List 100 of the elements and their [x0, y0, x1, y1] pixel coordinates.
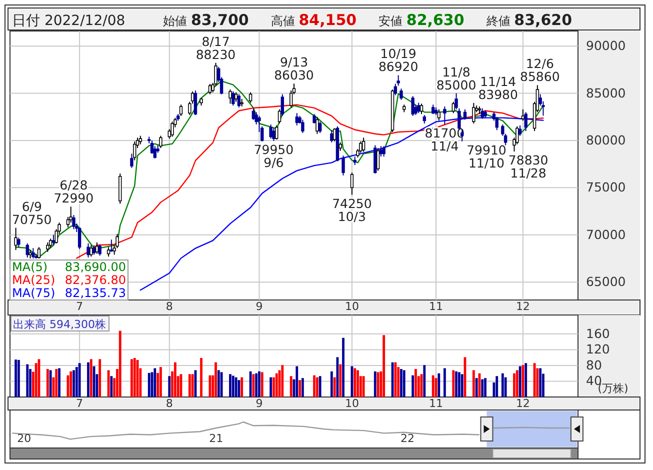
bar	[14, 360, 17, 397]
bar	[34, 363, 38, 397]
series-label: MA(75) 82,135.73	[12, 286, 126, 300]
candlestick	[280, 94, 284, 116]
bar	[90, 359, 92, 397]
x-tick-label: 11	[429, 300, 443, 313]
candlestick	[106, 246, 110, 258]
bar	[118, 330, 122, 397]
bar	[400, 369, 402, 397]
bar	[110, 376, 113, 397]
bar	[443, 368, 446, 397]
candlestick	[188, 101, 192, 116]
candlestick	[432, 104, 435, 115]
bar	[496, 376, 498, 397]
candlestick	[150, 140, 154, 154]
candlestick	[90, 244, 93, 258]
y-tick-label: 75000	[586, 180, 626, 195]
bar	[475, 378, 478, 397]
candlestick	[272, 128, 276, 142]
annotation: 6/9 70750	[12, 198, 52, 227]
candlestick	[359, 140, 362, 154]
bar	[522, 365, 524, 397]
candlestick	[86, 242, 90, 258]
bar	[272, 377, 275, 397]
series-label: MA(25) 82,376.80	[12, 273, 126, 287]
bar	[414, 369, 417, 397]
candlestick	[133, 140, 136, 161]
bar	[402, 370, 406, 397]
candlestick	[52, 234, 56, 246]
x-tick-label: 9	[256, 300, 263, 313]
candlestick	[46, 242, 50, 252]
bar	[313, 375, 316, 397]
bar	[46, 369, 49, 397]
bar	[316, 377, 318, 397]
text: 終値 83,620	[485, 11, 572, 29]
x-tick-label: 10	[344, 396, 359, 410]
candlestick	[275, 124, 278, 140]
candlestick	[330, 130, 334, 143]
candlestick	[228, 89, 232, 104]
candlestick	[194, 90, 198, 116]
bar	[296, 366, 298, 397]
bar	[330, 371, 333, 397]
candlestick	[463, 108, 467, 120]
candlestick	[92, 244, 96, 256]
annotation: 6/28 72990	[54, 178, 94, 206]
bar	[524, 363, 528, 397]
y-tick-label: 90000	[586, 38, 626, 54]
bar	[513, 373, 516, 397]
y-tick-label: 85000	[586, 85, 626, 100]
candlestick	[443, 106, 446, 125]
x-tick-label: 11	[429, 396, 443, 410]
candlestick	[130, 153, 134, 168]
annotation: 79950 9/6	[254, 142, 294, 170]
candlestick	[32, 248, 35, 259]
candlestick	[72, 214, 76, 230]
bar	[220, 372, 223, 397]
y-tick-label: 65000	[586, 274, 626, 290]
bar	[501, 373, 504, 397]
annotation: 8/17 88230	[196, 34, 236, 62]
candlestick	[190, 90, 194, 104]
x-tick-label: 20	[17, 432, 32, 445]
bar	[49, 370, 52, 397]
y-tick-label: 80000	[586, 132, 626, 148]
candlestick	[78, 226, 82, 250]
x-tick-label: 8	[166, 396, 173, 410]
candlestick	[232, 90, 235, 106]
candlestick	[350, 172, 354, 196]
bar	[168, 376, 171, 397]
bar	[504, 377, 507, 397]
candlestick	[208, 83, 212, 95]
bar	[458, 372, 460, 397]
x-tick-label: 22	[400, 432, 415, 445]
candlestick	[400, 88, 403, 100]
candlestick	[396, 74, 400, 86]
candlestick	[420, 103, 424, 115]
x-tick-label: 21	[209, 432, 224, 445]
y-tick-label: 80	[586, 357, 602, 372]
bar	[281, 365, 284, 397]
bar	[26, 364, 29, 397]
bar	[191, 374, 194, 397]
bar	[484, 378, 486, 397]
bar	[159, 367, 162, 397]
annotation: 9/13 86030	[274, 54, 314, 83]
candlestick	[472, 102, 476, 124]
bar	[87, 362, 90, 397]
candlestick	[332, 128, 336, 142]
bar	[472, 370, 475, 397]
x-tick-label: 9	[256, 396, 263, 410]
candlestick	[48, 238, 52, 249]
candlestick	[14, 227, 18, 250]
candlestick	[170, 121, 174, 138]
candlestick	[26, 242, 29, 258]
bar	[58, 368, 60, 397]
candlestick	[301, 119, 304, 134]
bar	[98, 359, 102, 397]
bar	[455, 371, 458, 397]
candlestick	[179, 104, 183, 116]
x-tick-label: 8	[166, 300, 173, 313]
bar	[75, 367, 78, 397]
candlestick	[376, 148, 380, 172]
